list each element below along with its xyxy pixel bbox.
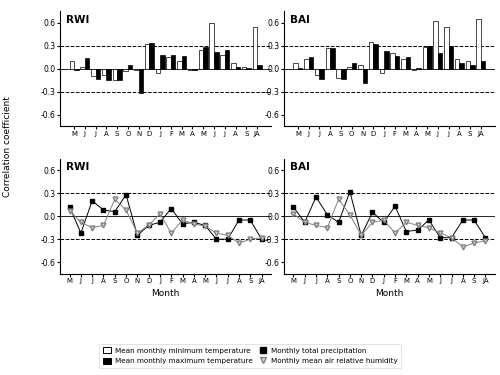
Bar	[395, 56, 400, 69]
Bar	[220, 55, 225, 69]
Bar	[198, 50, 203, 69]
Bar	[380, 69, 384, 74]
Text: BAI: BAI	[290, 162, 310, 172]
Bar	[326, 48, 330, 69]
Legend: Mean monthly minimum temperature, Mean monthly maximum temperature, Monthly tota: Mean monthly minimum temperature, Mean m…	[99, 344, 401, 368]
Bar	[91, 69, 96, 76]
Bar	[352, 63, 356, 69]
Bar	[145, 44, 150, 69]
Bar	[294, 63, 298, 69]
Bar	[362, 69, 367, 82]
Bar	[455, 59, 460, 69]
X-axis label: Month: Month	[152, 290, 180, 298]
Bar	[102, 69, 106, 75]
Bar	[177, 61, 182, 69]
Bar	[358, 65, 362, 69]
Text: BAI: BAI	[290, 15, 310, 25]
Bar	[330, 48, 335, 69]
Bar	[416, 68, 421, 69]
Bar	[188, 69, 192, 70]
Bar	[481, 61, 486, 69]
Text: Correlation coefficient: Correlation coefficient	[3, 96, 12, 196]
Bar	[336, 69, 341, 78]
Bar	[74, 69, 78, 70]
Bar	[138, 69, 143, 93]
Bar	[117, 69, 121, 80]
Bar	[470, 65, 474, 69]
Text: RWI: RWI	[66, 162, 90, 172]
Bar	[85, 58, 89, 69]
Bar	[236, 66, 240, 69]
Bar	[156, 69, 160, 73]
Bar	[406, 57, 410, 69]
Bar	[427, 46, 432, 69]
Bar	[225, 50, 230, 69]
Bar	[210, 23, 214, 69]
Bar	[434, 21, 438, 69]
Bar	[444, 27, 448, 69]
Text: RWI: RWI	[66, 15, 90, 25]
Bar	[106, 69, 111, 80]
Bar	[466, 61, 470, 69]
Bar	[422, 46, 427, 69]
Bar	[252, 27, 257, 69]
Bar	[246, 68, 251, 69]
Bar	[374, 44, 378, 69]
Bar	[231, 63, 235, 69]
Bar	[242, 67, 246, 69]
Bar	[315, 69, 320, 75]
Bar	[401, 59, 406, 69]
Bar	[203, 47, 208, 69]
Bar	[304, 59, 308, 69]
Bar	[214, 52, 218, 69]
Bar	[70, 61, 74, 69]
Bar	[134, 69, 138, 70]
Bar	[298, 68, 302, 69]
Bar	[128, 65, 132, 69]
Bar	[308, 57, 313, 69]
Bar	[171, 55, 175, 69]
Bar	[438, 54, 442, 69]
Bar	[476, 19, 481, 69]
Bar	[80, 66, 85, 69]
X-axis label: Month: Month	[375, 290, 404, 298]
Bar	[347, 66, 352, 69]
Bar	[96, 69, 100, 79]
Bar	[166, 57, 171, 69]
Bar	[412, 69, 416, 70]
Bar	[369, 42, 374, 69]
Bar	[182, 56, 186, 69]
Bar	[160, 55, 164, 69]
Bar	[192, 69, 197, 70]
Bar	[390, 54, 395, 69]
Bar	[320, 69, 324, 79]
Bar	[112, 69, 117, 80]
Bar	[124, 69, 128, 71]
Bar	[257, 65, 262, 69]
Bar	[384, 51, 388, 69]
Bar	[150, 44, 154, 69]
Bar	[341, 69, 345, 79]
Bar	[448, 46, 453, 69]
Bar	[460, 63, 464, 69]
